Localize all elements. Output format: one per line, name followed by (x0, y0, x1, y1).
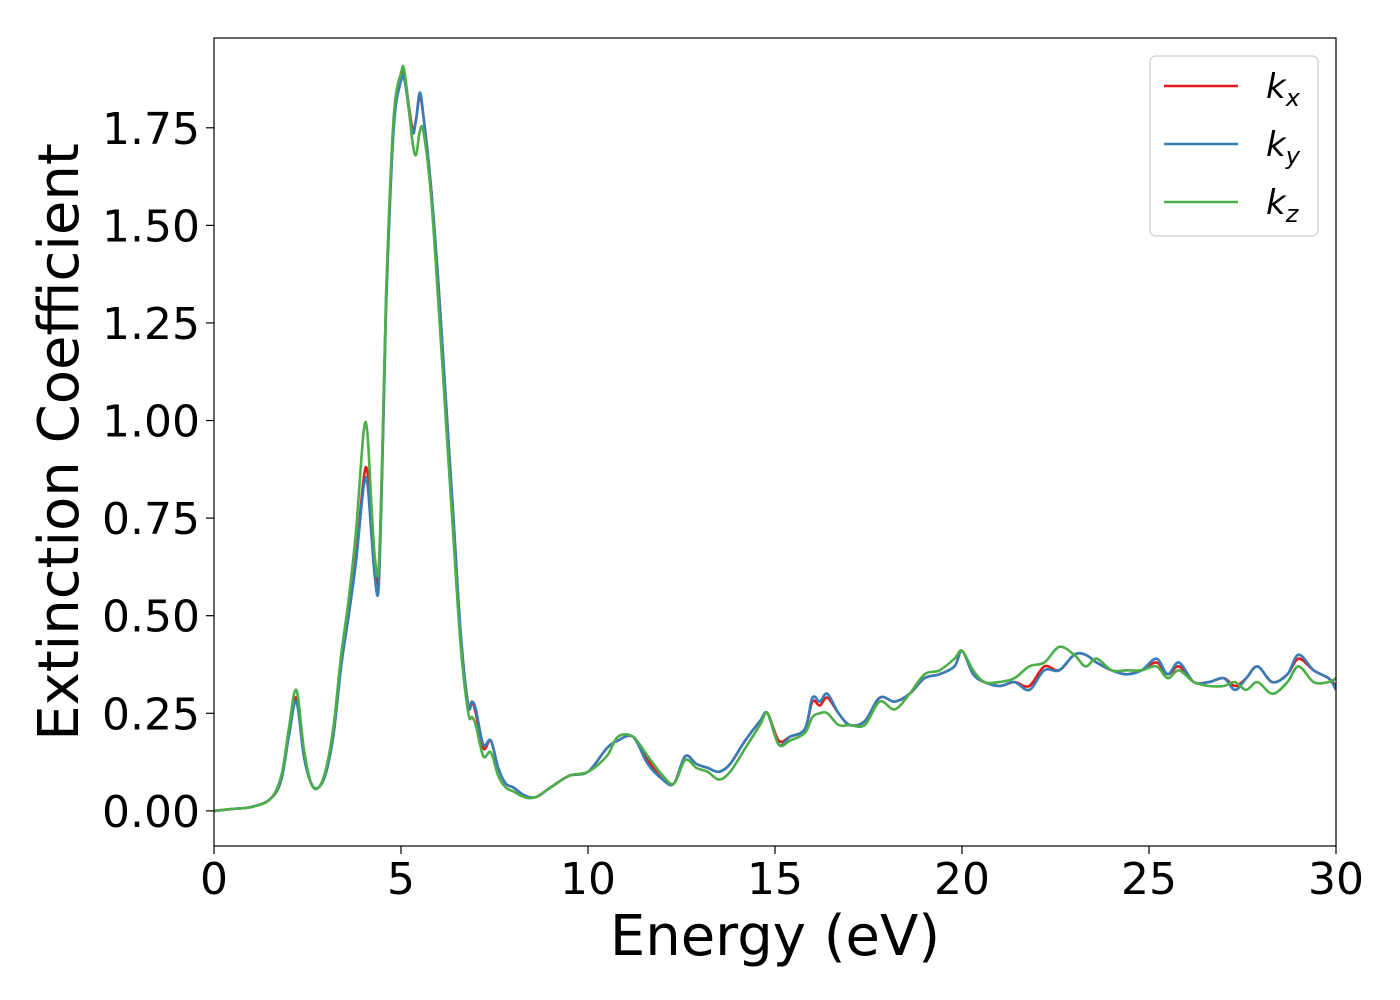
y-tick-label: 1.50 (102, 201, 200, 252)
x-tick-label: 5 (387, 854, 415, 905)
x-tick-label: 15 (747, 854, 803, 905)
y-axis-label: Extinction Coefficient (27, 143, 92, 741)
legend-label-k-x: kx (1266, 67, 1301, 112)
y-tick-label: 0.25 (102, 689, 200, 740)
x-tick-label: 25 (1121, 854, 1177, 905)
y-tick-label: 1.25 (102, 299, 200, 350)
y-tick-label: 1.75 (102, 104, 200, 155)
x-tick-label: 30 (1308, 854, 1364, 905)
y-tick-label: 0.00 (102, 787, 200, 838)
y-tick-label: 0.50 (102, 592, 200, 643)
y-tick-label: 0.75 (102, 494, 200, 545)
legend: kx ky kz (1149, 55, 1319, 237)
y-axis-ticks: 0.00 0.25 0.50 0.75 1.00 1.25 1.50 1.75 (102, 104, 214, 838)
legend-label-k-y: ky (1266, 125, 1301, 170)
x-tick-label: 10 (560, 854, 616, 905)
legend-box (1149, 55, 1319, 237)
x-axis-label: Energy (eV) (610, 904, 940, 969)
series-line-k_y (214, 73, 1336, 813)
x-axis-ticks: 0 5 10 15 20 25 30 (200, 846, 1364, 905)
x-tick-label: 0 (200, 854, 228, 905)
legend-label-k-z: kz (1266, 183, 1300, 228)
series-lines (214, 64, 1336, 813)
x-tick-label: 20 (934, 854, 990, 905)
series-line-k_z (214, 64, 1336, 813)
y-tick-label: 1.00 (102, 397, 200, 448)
